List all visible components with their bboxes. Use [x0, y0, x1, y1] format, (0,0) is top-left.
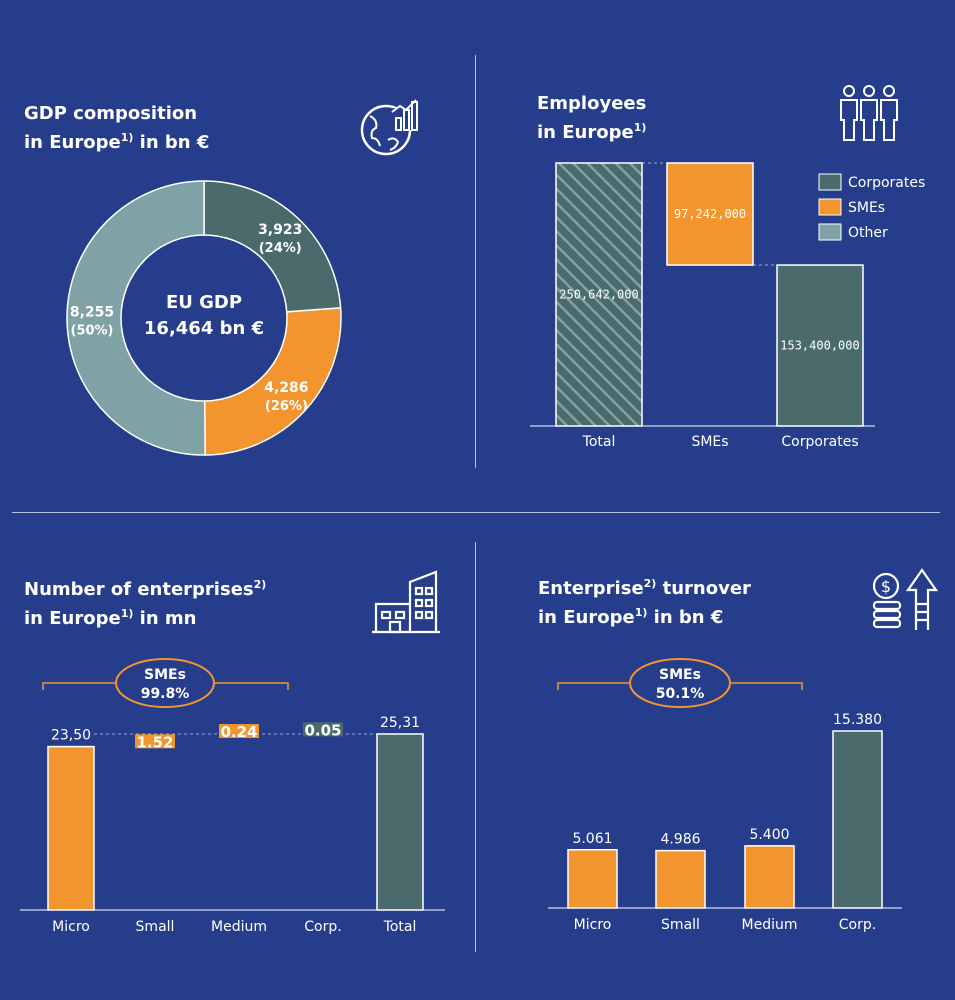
bar-value-label: 250,642,000 [559, 288, 638, 302]
bar-value-label: 23,50 [51, 728, 91, 744]
globe-chart-icon [360, 99, 420, 156]
slice-value-label: 8,255 [70, 304, 114, 320]
horizontal-divider [12, 512, 940, 513]
people-icon [840, 85, 898, 141]
legend-swatch-corporates [818, 173, 842, 191]
vertical-divider-top [475, 55, 476, 468]
gdp-title: GDP composition in Europe1) in bn € [24, 103, 210, 153]
bar-value-label: 97,242,000 [674, 207, 746, 221]
turnover-chart: SMEs 50.1% 5.061 Micro 4.986 Small 5.400 Medi… [548, 658, 902, 933]
slice-value-label: 4,286 [264, 380, 308, 396]
donut-center-label: EU GDP [166, 292, 242, 313]
bar-value-label: 153,400,000 [780, 339, 859, 353]
legend-label: Corporates [848, 175, 925, 191]
x-tick-label: Small [136, 919, 175, 935]
employees-title: Employees in Europe1) [537, 93, 647, 143]
bar-medium [219, 724, 259, 739]
donut-center-value: 16,464 bn € [144, 318, 264, 339]
legend-label: Other [848, 225, 888, 241]
x-tick-label: SMEs [691, 434, 728, 450]
bar-total [555, 162, 643, 427]
bar-medium [744, 845, 795, 909]
donut-slice-smes [203, 307, 342, 456]
bar-total [376, 733, 424, 911]
legend-swatch-other [818, 223, 842, 241]
x-tick-label: Total [383, 919, 417, 935]
x-tick-label: Micro [574, 917, 612, 933]
slice-percent-label: (50%) [71, 323, 114, 338]
employees-chart: 250,642,000 Total 97,242,000 SMEs 153,400,00… [530, 162, 925, 450]
coins-growth-icon: $ [872, 568, 939, 630]
bar-value-label: 4.986 [660, 832, 700, 848]
enterprises-title: Number of enterprises2) in Europe1) in m… [24, 578, 267, 629]
bar-micro [47, 745, 95, 911]
donut-slice-corporates [203, 180, 342, 313]
sme-bubble-value: 50.1% [656, 686, 705, 702]
bar-smes [666, 162, 754, 266]
bar-value-label: 0.05 [304, 721, 341, 739]
x-tick-label: Small [661, 917, 700, 933]
x-tick-label: Medium [211, 919, 267, 935]
bar-value-label: 0.24 [220, 723, 257, 741]
bar-value-label: 5.061 [572, 831, 612, 847]
bar-micro [567, 849, 618, 909]
bar-value-label: 25,31 [380, 715, 420, 731]
sme-bubble-label: SMEs [659, 667, 701, 683]
x-tick-label: Corporates [781, 434, 858, 450]
bar-value-label: 15.380 [833, 712, 882, 728]
bar-value-label: 5.400 [749, 827, 789, 843]
slice-percent-label: (24%) [259, 241, 302, 256]
buildings-icon [372, 570, 440, 634]
bar-value-label: 1.52 [136, 733, 173, 751]
bar-small [655, 849, 706, 909]
slice-value-label: 3,923 [258, 222, 302, 238]
x-tick-label: Medium [742, 917, 798, 933]
x-tick-label: Total [582, 434, 616, 450]
bar-corp [303, 722, 343, 737]
slice-percent-label: (26%) [265, 399, 308, 414]
svg-text:$: $ [881, 577, 891, 596]
legend-label: SMEs [848, 200, 885, 216]
sme-bubble [629, 658, 731, 708]
x-tick-label: Corp. [304, 919, 341, 935]
sme-bubble-value: 99.8% [141, 686, 190, 702]
bar-corporates [776, 264, 864, 427]
vertical-divider-bottom [475, 542, 476, 952]
bar-corp [832, 730, 883, 909]
x-tick-label: Corp. [839, 917, 876, 933]
enterprises-chart: SMEs 99.8% 23,50 Micro 1.52 Small 0.24 Medium… [20, 658, 445, 935]
x-tick-label: Micro [52, 919, 90, 935]
sme-bubble-label: SMEs [144, 667, 186, 683]
gdp-donut-chart: 3,923 (24%) 4,286 (26%) 8,255 (50%) EU GDP 16… [66, 180, 342, 456]
sme-bubble [115, 658, 215, 708]
legend-swatch-smes [818, 198, 842, 216]
donut-slice-other [66, 180, 206, 456]
bar-small [135, 734, 175, 749]
turnover-title: Enterprise2) turnover in Europe1) in bn … [538, 577, 751, 628]
